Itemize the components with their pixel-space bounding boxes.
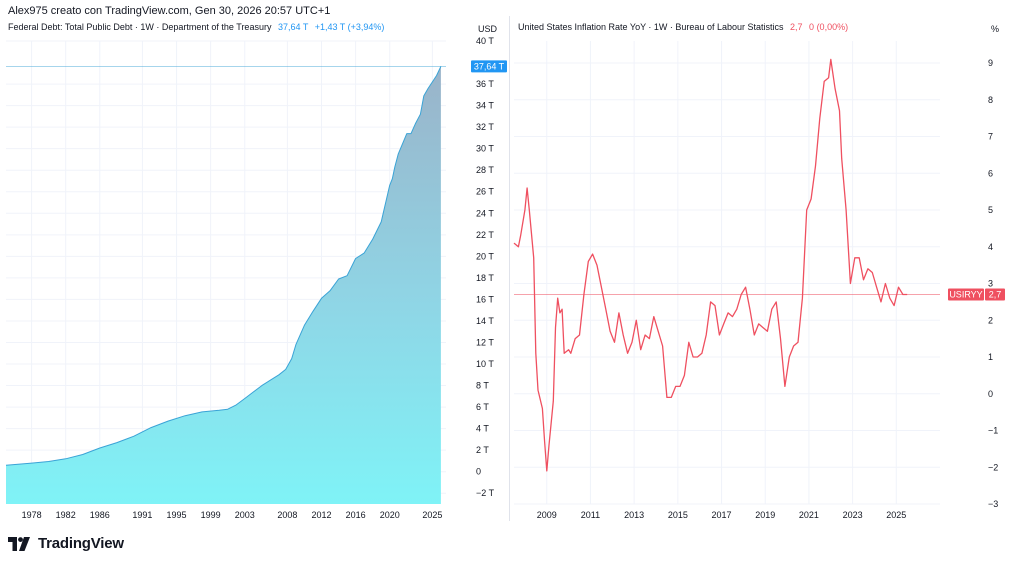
panel-divider (509, 16, 510, 521)
inflation-change-pct: (0,00%) (816, 22, 849, 32)
tradingview-logo-icon (8, 536, 30, 551)
debt-change: +1,43 T (314, 22, 346, 32)
x-tick-label: 2019 (755, 510, 775, 520)
chart-header: Alex975 creato con TradingView.com, Gen … (8, 5, 331, 17)
x-tick-label: 2020 (380, 510, 400, 520)
y-tick-label: 36 T (476, 79, 494, 89)
inflation-panel[interactable]: United States Inflation Rate YoY · 1W · … (510, 16, 1024, 521)
x-tick-label: 2021 (799, 510, 819, 520)
debt-line (5, 66, 442, 466)
x-tick-label: 1999 (201, 510, 221, 520)
debt-price-label-bg (471, 60, 507, 73)
inflation-line (513, 58, 908, 472)
x-tick-label: 1995 (167, 510, 187, 520)
x-tick-label: 2016 (346, 510, 366, 520)
tradingview-logo[interactable]: TradingView (8, 535, 124, 552)
x-tick-label: 1978 (22, 510, 42, 520)
y-tick-label: −2 (988, 462, 998, 472)
y-tick-label: 26 T (476, 187, 494, 197)
inflation-unit: % (991, 24, 1000, 34)
y-tick-label: 4 (988, 242, 993, 252)
y-tick-label: 40 T (476, 36, 494, 46)
y-tick-label: 0 (988, 389, 993, 399)
x-tick-label: 2015 (668, 510, 688, 520)
debt-panel[interactable]: Federal Debt: Total Public Debt · 1W · D… (0, 16, 510, 521)
y-tick-label: 0 (476, 467, 481, 477)
y-tick-label: 2 T (476, 445, 489, 455)
y-tick-label: 9 (988, 58, 993, 68)
x-tick-label: 2023 (843, 510, 863, 520)
y-tick-label: −2 T (476, 488, 495, 498)
y-tick-label: 18 T (476, 273, 494, 283)
x-tick-label: 2003 (235, 510, 255, 520)
y-tick-label: 6 (988, 168, 993, 178)
debt-price-label: 37,64 T (474, 61, 505, 71)
x-tick-label: 2011 (581, 510, 600, 520)
y-tick-label: −3 (988, 499, 998, 509)
y-tick-label: 24 T (476, 208, 494, 218)
tradingview-logo-text: TradingView (38, 535, 124, 552)
y-tick-label: 6 T (476, 402, 489, 412)
debt-unit: USD (478, 24, 498, 34)
y-tick-label: 8 T (476, 381, 489, 391)
debt-value: 37,64 T (277, 22, 309, 32)
inflation-symbol-label-bg (948, 288, 984, 301)
y-tick-label: 28 T (476, 165, 494, 175)
y-tick-label: 10 T (476, 359, 494, 369)
inflation-value: 2,7 (790, 22, 803, 32)
x-tick-label: 2013 (624, 510, 644, 520)
inflation-panel-title: United States Inflation Rate YoY · 1W · … (518, 22, 848, 32)
debt-area-fill (6, 66, 441, 505)
y-tick-label: 4 T (476, 424, 489, 434)
x-tick-label: 2025 (886, 510, 906, 520)
debt-panel-title: Federal Debt: Total Public Debt · 1W · D… (8, 22, 384, 32)
inflation-chart[interactable]: −3 −2 −1 0 1 2 3 4 5 6 7 8 9 2009 2011 2013 2015 2017 2019… (510, 16, 1024, 521)
y-tick-label: 12 T (476, 337, 494, 347)
y-tick-label: 20 T (476, 251, 494, 261)
x-tick-label: 2008 (277, 510, 297, 520)
x-tick-label: 2017 (712, 510, 732, 520)
y-tick-label: 30 T (476, 144, 494, 154)
x-tick-label: 1982 (56, 510, 76, 520)
y-tick-label: 2 (988, 315, 993, 325)
debt-chart[interactable]: −2 T 0 2 T 4 T 6 T 8 T 10 T 12 T 14 T 16 T 18 T 20 … (0, 16, 510, 521)
debt-change-pct: (+3,94%) (347, 22, 385, 32)
y-tick-label: 32 T (476, 122, 494, 132)
debt-title: Federal Debt: Total Public Debt · 1W · D… (8, 22, 272, 32)
y-tick-label: 14 T (476, 316, 494, 326)
x-tick-label: 2009 (537, 510, 557, 520)
x-tick-label: 2025 (422, 510, 442, 520)
y-tick-label: 34 T (476, 101, 494, 111)
x-tick-label: 1991 (132, 510, 152, 520)
inflation-symbol-label: USIRYY (949, 290, 982, 300)
y-tick-label: 5 (988, 205, 993, 215)
x-tick-label: 2012 (311, 510, 331, 520)
y-tick-label: 3 (988, 279, 993, 289)
y-tick-label: 22 T (476, 230, 494, 240)
x-tick-label: 1986 (90, 510, 110, 520)
y-tick-label: 7 (988, 132, 993, 142)
y-tick-label: 8 (988, 95, 993, 105)
inflation-change: 0 (809, 22, 815, 32)
inflation-title: United States Inflation Rate YoY · 1W · … (518, 22, 784, 32)
y-tick-label: −1 (988, 426, 998, 436)
inflation-price-label-bg (985, 288, 1005, 301)
inflation-price-label: 2,7 (989, 290, 1002, 300)
y-tick-label: 1 (988, 352, 993, 362)
y-tick-label: 16 T (476, 294, 494, 304)
